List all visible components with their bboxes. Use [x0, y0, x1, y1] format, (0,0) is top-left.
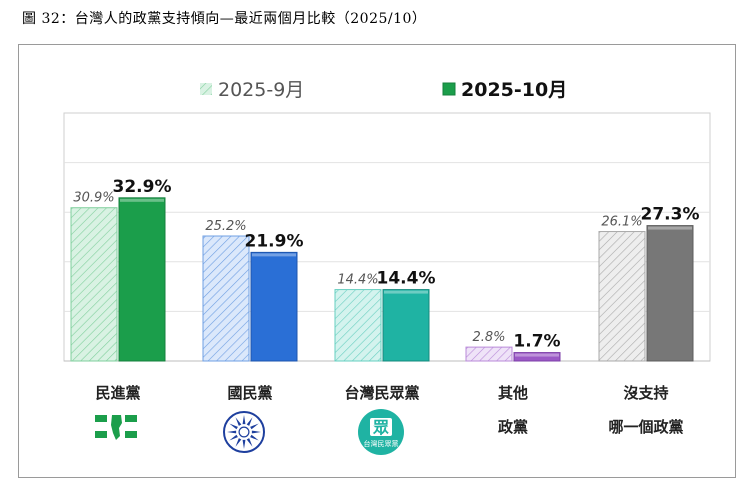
- category-label-dpp: 民進黨: [95, 384, 141, 402]
- svg-text:眾: 眾: [372, 418, 389, 437]
- bar-highlight: [120, 198, 164, 202]
- sun-ray: [250, 423, 259, 430]
- bar-none-2025-10: [646, 225, 694, 362]
- svg-text:台灣民眾黨: 台灣民眾黨: [364, 439, 399, 448]
- sun-ray: [235, 438, 242, 447]
- legend: 2025-9月 2025-10月: [200, 79, 567, 101]
- data-label-other-2025-10: 1.7%: [513, 332, 560, 352]
- bar-dpp-2025-9: [70, 207, 118, 362]
- bar-highlight: [515, 353, 559, 357]
- sun-ray: [250, 434, 259, 441]
- category-label-other: 政黨: [497, 418, 528, 436]
- legend-swatch-2025-9: [200, 83, 212, 95]
- data-label-dpp-2025-9: 30.9%: [73, 191, 114, 206]
- dpp-logo-icon: [95, 415, 137, 440]
- kmt-logo-icon: [223, 411, 265, 453]
- sun-ray: [235, 417, 242, 426]
- category-label-none: 哪一個政黨: [608, 418, 684, 436]
- category-label-other: 其他: [497, 384, 528, 402]
- sun-ray: [227, 430, 237, 434]
- sun-ray: [251, 430, 261, 434]
- bar-highlight: [252, 253, 296, 257]
- category-label-kmt: 國民黨: [227, 384, 273, 402]
- data-labels: 30.9%32.9% 25.2%21.9% 14.4%14.4% 2.8% 1.7% 26…: [73, 177, 699, 352]
- bar-kmt-2025-9: [202, 235, 250, 362]
- legend-label-2025-9: 2025-9月: [218, 79, 304, 101]
- sun-ray: [246, 438, 253, 447]
- legend-swatch-2025-10: [442, 82, 456, 96]
- sun-ray: [229, 434, 238, 441]
- bar-tpp-2025-10: [382, 289, 430, 362]
- data-label-tpp-2025-9: 14.4%: [337, 273, 378, 288]
- sun-ray: [242, 439, 246, 449]
- bar-tpp-2025-9: [334, 289, 382, 362]
- data-label-none-2025-10: 27.3%: [641, 205, 700, 225]
- data-label-none-2025-9: 26.1%: [601, 215, 642, 230]
- chart-frame: [18, 44, 736, 478]
- bar-kmt-2025-10: [250, 251, 298, 362]
- sun-ray: [229, 423, 238, 430]
- data-label-kmt-2025-9: 25.2%: [205, 219, 246, 234]
- category-label-none: 沒支持: [623, 384, 669, 402]
- bar-highlight: [648, 226, 692, 230]
- bar-dpp-2025-10: [118, 197, 166, 362]
- bars: [70, 197, 694, 362]
- bar-highlight: [384, 290, 428, 294]
- bar-none-2025-9: [598, 231, 646, 362]
- figure-title: 圖 32：台灣人的政黨支持傾向—最近兩個月比較（2025/10）: [22, 11, 427, 27]
- data-label-dpp-2025-10: 32.9%: [113, 177, 172, 197]
- sun-ray: [242, 415, 246, 425]
- bar-other-2025-9: [465, 346, 513, 362]
- sun-ray: [246, 417, 253, 426]
- tpp-logo-icon: 眾 台灣民眾黨: [358, 409, 404, 455]
- data-label-other-2025-9: 2.8%: [472, 330, 505, 345]
- category-label-tpp: 台灣民眾黨: [344, 384, 420, 402]
- bar-other-2025-10: [513, 352, 561, 362]
- data-label-kmt-2025-10: 21.9%: [245, 231, 304, 251]
- data-label-tpp-2025-10: 14.4%: [377, 269, 436, 289]
- legend-label-2025-10: 2025-10月: [461, 79, 567, 101]
